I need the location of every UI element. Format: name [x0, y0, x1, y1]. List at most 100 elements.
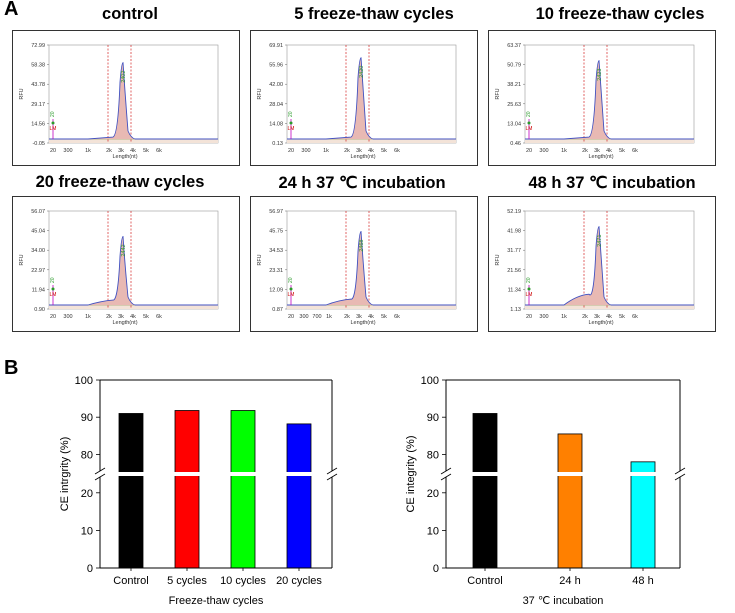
electropherogram-plot: 52.19 41.98 31.77 21.56 11.34 1.13 RFU 20 300 1k 2…	[488, 196, 716, 332]
x-tick-label: 20	[50, 314, 56, 320]
bar-chart-panel: Control 5 cycles 10 cycles 20 cycles 80 90 100…	[0, 373, 735, 613]
x-tick-label: 300	[539, 148, 548, 154]
y-tick-label: 0.13	[272, 141, 283, 147]
y-tick-label: 72.99	[31, 43, 45, 49]
y-tick-label: 10	[427, 525, 439, 537]
y-tick-label: 0	[433, 563, 439, 575]
x-tick-label: 3k	[118, 314, 124, 320]
x-tick-label: 4k	[606, 314, 612, 320]
y-tick-label: 34.53	[269, 248, 283, 254]
y-tick-label: 23.31	[269, 268, 283, 274]
bar	[174, 410, 200, 569]
y-tick-label: 14.08	[269, 121, 283, 127]
y-tick-label: 13.04	[507, 121, 521, 127]
y-tick-label: 90	[427, 412, 439, 424]
y-tick-label: 11.34	[508, 287, 521, 293]
y-tick-label: 45.75	[269, 229, 283, 235]
x-tick-label: 20	[526, 314, 532, 320]
lower-marker-label: LM	[50, 126, 57, 132]
x-tick-label: 10 cycles	[220, 575, 266, 587]
y-axis-label: RFU	[257, 254, 263, 265]
trace-line	[49, 235, 218, 306]
y-tick-label: 45.04	[31, 229, 45, 235]
y-tick-label: 55.96	[269, 63, 283, 69]
bar	[286, 423, 312, 569]
x-tick-label: 3k	[356, 314, 362, 320]
y-tick-label: 43.78	[31, 82, 45, 88]
peak-size-label: 2471	[597, 235, 603, 247]
x-tick-label: 3k	[118, 148, 124, 154]
x-axis-label: Freeze-thaw cycles	[169, 595, 264, 607]
x-tick-label: 5k	[381, 314, 387, 320]
x-tick-label: 4k	[368, 148, 374, 154]
x-tick-label: 6k	[394, 148, 400, 154]
x-tick-label: 5k	[619, 148, 625, 154]
y-axis-label: CE integrity (%)	[405, 435, 417, 512]
x-axis-label: 37 ℃ incubation	[523, 595, 604, 607]
y-tick-label: 31.77	[507, 248, 521, 254]
y-tick-label: 41.98	[507, 229, 521, 235]
marker-size-label: 20	[50, 111, 56, 117]
trace-title: 10 freeze-thaw cycles	[535, 5, 705, 23]
y-tick-label: 0.90	[34, 307, 45, 313]
x-tick-label: 1k	[323, 148, 329, 154]
peak-size-label: 2420	[359, 66, 365, 78]
electropherogram-plot: 63.37 50.79 38.21 25.63 13.04 0.46 RFU 20 300 1k 2…	[488, 30, 716, 166]
x-tick-label: 300	[539, 314, 548, 320]
y-tick-label: 0.46	[510, 141, 521, 147]
trace-title: 24 h 37 ℃ incubation	[278, 174, 446, 192]
electropherogram-svg: 56.97 45.75 34.53 23.31 12.09 0.87 RFU 20 300 700…	[257, 209, 457, 326]
y-axis-label: RFU	[19, 88, 25, 99]
y-tick-label: 80	[81, 449, 93, 461]
x-axis-label: Length(nt)	[350, 154, 375, 160]
x-tick-label: 24 h	[559, 575, 580, 587]
x-tick-label: 3k	[356, 148, 362, 154]
y-tick-label: 90	[81, 412, 93, 424]
trace-title: 48 h 37 ℃ incubation	[528, 174, 696, 192]
y-tick-label: 80	[427, 449, 439, 461]
x-tick-label: 3k	[594, 148, 600, 154]
y-tick-label: 69.91	[269, 43, 283, 49]
x-tick-label: 1k	[326, 314, 332, 320]
bar-chart-2: Control 24 h 48 h 80 90 100 0 10 20 CE integrity …	[405, 375, 692, 607]
x-axis-label: Length(nt)	[112, 320, 137, 326]
x-tick-label: 6k	[632, 148, 638, 154]
x-tick-label: 20	[526, 148, 532, 154]
peak-size-label: 2402	[121, 71, 127, 83]
y-tick-label: 63.37	[507, 43, 521, 49]
x-tick-label: 20	[288, 148, 294, 154]
y-tick-label: 58.38	[31, 63, 45, 69]
y-tick-label: 56.07	[31, 209, 45, 215]
electropherogram-svg: 63.37 50.79 38.21 25.63 13.04 0.46 RFU 20 300 1k 2…	[495, 43, 695, 160]
electropherogram-svg: 56.07 45.04 34.00 22.97 11.94 0.90 RFU 20 300 1k 2…	[19, 209, 219, 326]
panel-a-letter: A	[4, 0, 19, 20]
x-tick-label: 4k	[606, 148, 612, 154]
y-tick-label: 50.79	[507, 63, 521, 69]
x-tick-label: Control	[113, 575, 148, 587]
bar-chart-1: Control 5 cycles 10 cycles 20 cycles8090100…	[59, 375, 344, 607]
x-tick-label: 2k	[106, 148, 112, 154]
lower-marker-label: LM	[526, 292, 533, 298]
marker-size-label: 20	[526, 277, 532, 283]
x-tick-label: 2k	[582, 314, 588, 320]
x-tick-label: 6k	[394, 314, 400, 320]
trace-line	[525, 226, 694, 306]
y-tick-label: 100	[75, 375, 93, 387]
peak-size-label: 2423	[597, 69, 603, 81]
x-axis-label: Length(nt)	[588, 320, 613, 326]
y-tick-label: 0.87	[272, 307, 283, 313]
y-tick-label: 28.04	[269, 102, 283, 108]
y-tick-label: 34.00	[31, 248, 45, 254]
trace-title: 20 freeze-thaw cycles	[35, 173, 205, 191]
electropherogram-plot: 56.07 45.04 34.00 22.97 11.94 0.90 RFU 20 300 1k 2…	[12, 196, 240, 332]
x-tick-label: 5k	[381, 148, 387, 154]
y-tick-label: 56.97	[269, 209, 283, 215]
peak-size-label: 2468	[359, 240, 365, 252]
x-tick-label: 48 h	[632, 575, 653, 587]
axis-break-gap	[88, 472, 344, 476]
y-axis-label: CE intrgrity (%)	[59, 437, 71, 512]
x-tick-label: 6k	[156, 314, 162, 320]
y-tick-label: 14.56	[31, 121, 45, 127]
x-tick-label: 700	[312, 314, 321, 320]
y-tick-label: 42.00	[269, 82, 283, 88]
